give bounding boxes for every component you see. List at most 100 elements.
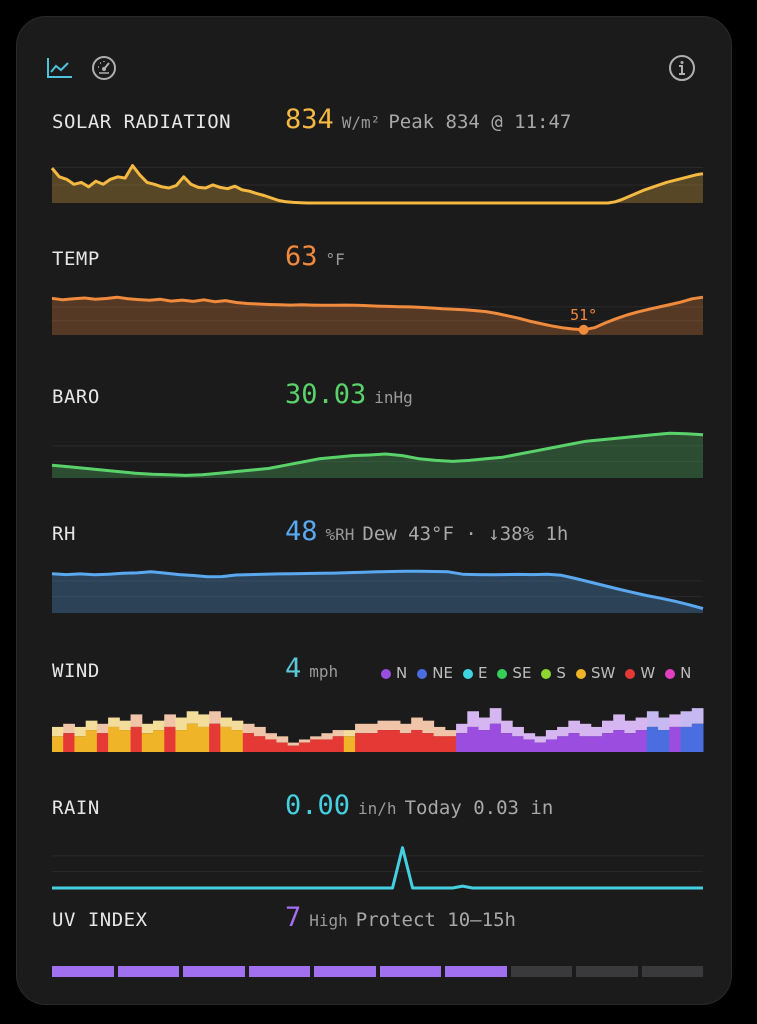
- uv-segment: [52, 966, 114, 977]
- wind-speed-bar: [74, 736, 87, 752]
- wind-legend-dot: [541, 669, 552, 679]
- wind-legend-item: W: [625, 664, 655, 682]
- wind-gust-bar: [691, 708, 704, 724]
- wind-gust-bar: [298, 739, 311, 743]
- wind-legend-item: NE: [417, 664, 453, 682]
- temp-label: TEMP: [52, 248, 100, 270]
- rh-value: 48: [285, 516, 318, 547]
- wind-gust-bar: [658, 717, 670, 731]
- wind-gust-bar: [85, 720, 98, 731]
- wind-speed-bar: [197, 726, 210, 752]
- rh-area: [52, 571, 703, 613]
- rain-readout: 0.00 in/h Today 0.03 in: [285, 790, 553, 821]
- wind-speed-bar: [691, 723, 704, 752]
- wind-legend-dot: [417, 669, 428, 679]
- wind-gust-bar: [96, 723, 109, 734]
- temp-area: [52, 297, 703, 335]
- baro-readout: 30.03 inHg: [285, 379, 413, 410]
- wind-gust-bar: [478, 717, 491, 731]
- wind-speed-bar: [489, 723, 502, 752]
- wind-gust-bar: [332, 730, 345, 737]
- wind-gust-bar: [512, 726, 524, 737]
- wind-gust-bar: [276, 736, 289, 743]
- wind-speed-bar: [444, 736, 457, 752]
- wind-legend-label: S: [556, 664, 566, 682]
- wind-gust-bar: [635, 717, 648, 731]
- wind-speed-bar: [545, 739, 558, 752]
- rain-chart: [52, 846, 703, 890]
- wind-speed-bar: [85, 730, 98, 752]
- uv-value: 7: [285, 902, 302, 933]
- rain-value: 0.00: [285, 790, 351, 821]
- solar-area: [52, 165, 703, 203]
- wind-gust-bar: [388, 720, 401, 731]
- wind-gust-bar: [321, 733, 334, 740]
- uv-level: High: [309, 911, 348, 930]
- wind-speed-bar: [310, 739, 322, 752]
- wind-speed-bar: [321, 739, 334, 752]
- wind-gust-bar: [500, 720, 513, 734]
- wind-legend-label: N: [396, 664, 408, 682]
- wind-speed-bar: [422, 733, 435, 752]
- wind-speed-bar: [141, 733, 154, 752]
- wind-legend-dot: [381, 669, 391, 679]
- wind-speed-bar: [456, 733, 468, 752]
- wind-speed-bar: [613, 730, 625, 752]
- wind-label: WIND: [52, 660, 100, 682]
- wind-speed-bar: [601, 733, 614, 752]
- wind-legend-item: N: [381, 664, 407, 682]
- uv-segment: [117, 966, 179, 977]
- uv-segment: [510, 966, 572, 977]
- chart-line-icon[interactable]: [46, 56, 74, 80]
- wind-gust-bar: [613, 714, 625, 731]
- uv-segment: [445, 966, 507, 977]
- wind-gust-bar: [366, 723, 378, 734]
- wind-speed-bar: [130, 726, 143, 752]
- wind-gust-bar: [355, 723, 367, 734]
- wind-gust-bar: [456, 723, 468, 734]
- uv-segment: [379, 966, 441, 977]
- temp-min-marker: [578, 324, 589, 335]
- info-icon[interactable]: [668, 54, 696, 82]
- wind-gust-bar: [175, 717, 188, 731]
- wind-speed-bar: [478, 730, 491, 752]
- wind-speed-bar: [343, 736, 356, 752]
- wind-speed-bar: [220, 726, 233, 752]
- wind-legend-item: S: [541, 664, 566, 682]
- wind-gust-bar: [669, 714, 682, 727]
- wind-gust-bar: [377, 720, 390, 731]
- uv-meter: [52, 966, 703, 977]
- wind-gust-bar: [130, 714, 143, 727]
- baro-unit: inHg: [374, 388, 413, 407]
- wind-speed-bar: [175, 730, 188, 752]
- wind-legend-label: E: [477, 664, 488, 682]
- wind-legend-label: N: [680, 664, 692, 682]
- wind-gust-bar: [63, 723, 75, 734]
- rain-today: Today 0.03 in: [404, 797, 554, 819]
- wind-speed-bar: [523, 739, 536, 752]
- wind-gust-bar: [411, 717, 423, 731]
- rh-dew: Dew 43°F · ↓38% 1h: [362, 523, 569, 545]
- uv-segment: [576, 966, 638, 977]
- wind-gust-bar: [523, 733, 536, 740]
- uv-readout: 7 High Protect 10–15h: [285, 902, 516, 933]
- wind-gust-bar: [568, 720, 581, 734]
- wind-legend-dot: [497, 669, 508, 679]
- wind-readout: 4 mph: [285, 653, 338, 684]
- wind-speed-bar: [186, 723, 199, 752]
- wind-speed-bar: [52, 736, 64, 752]
- wind-speed-bar: [388, 730, 401, 752]
- uv-segment: [314, 966, 376, 977]
- wind-speed-bar: [209, 723, 221, 752]
- wind-speed-bar: [108, 726, 120, 752]
- temp-min-label: 51°: [570, 306, 597, 324]
- wind-gust-bar: [141, 723, 154, 734]
- wind-speed-bar: [164, 726, 176, 752]
- gauge-icon[interactable]: [91, 55, 117, 81]
- wind-speed-bar: [512, 736, 524, 752]
- wind-speed-bar: [254, 736, 266, 752]
- wind-gust-bar: [545, 730, 558, 740]
- wind-speed-bar: [298, 742, 311, 752]
- wind-speed-bar: [579, 736, 592, 752]
- wind-gust-bar: [209, 711, 221, 724]
